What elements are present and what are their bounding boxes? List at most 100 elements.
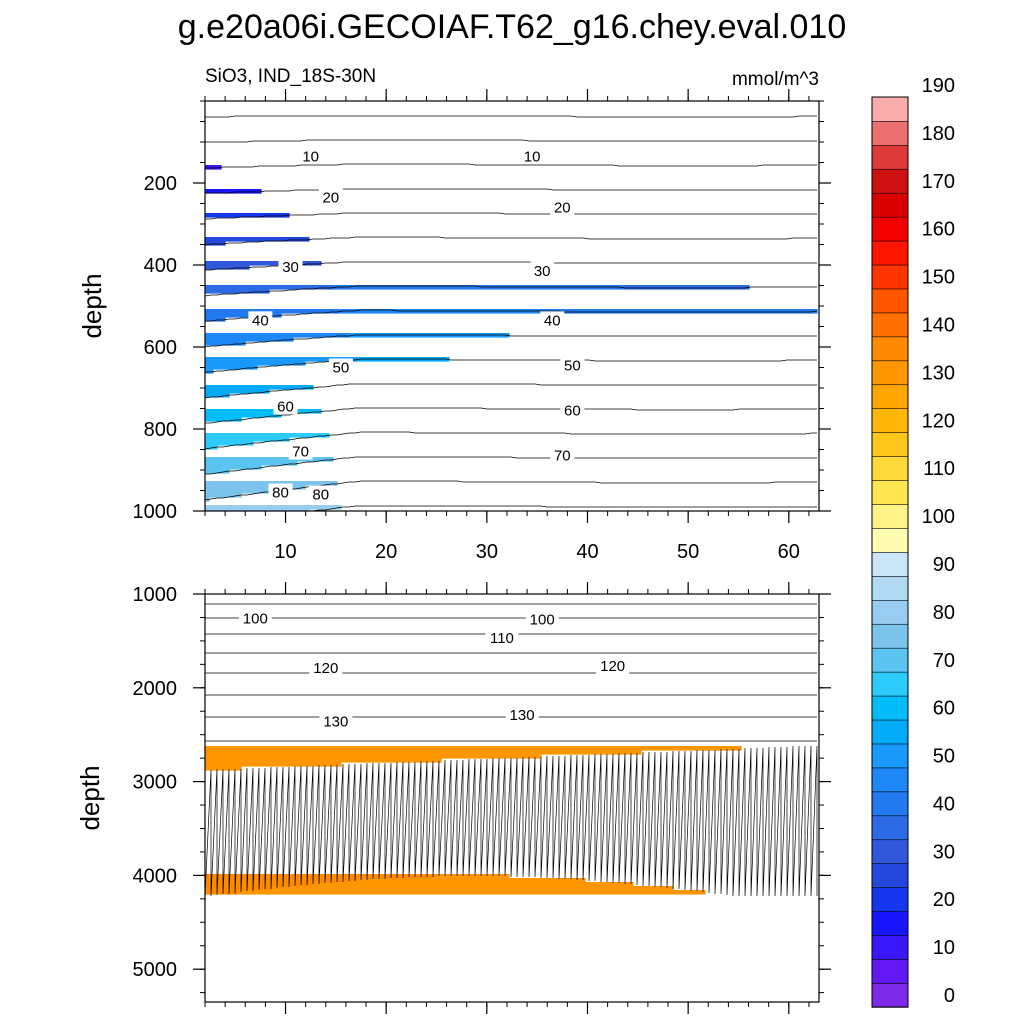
contour-line xyxy=(205,309,818,322)
contour-fill-cell xyxy=(205,309,342,314)
contour-line xyxy=(205,261,817,271)
y-tick-label: 200 xyxy=(144,173,177,195)
colorbar-swatch xyxy=(871,288,909,314)
contour-label-box xyxy=(309,659,343,677)
contour-label: 50 xyxy=(333,360,350,377)
contour-line xyxy=(205,285,817,297)
contour-fill-cell xyxy=(205,489,274,494)
colorbar-label: 130 xyxy=(922,362,955,384)
contour-fill-cell xyxy=(205,361,306,366)
contour-label: 30 xyxy=(534,263,551,280)
contour-label: 20 xyxy=(554,200,571,217)
colorbar-swatch xyxy=(871,120,909,146)
contour-line xyxy=(205,188,817,194)
colorbar-swatch xyxy=(871,192,909,218)
colorbar-swatch xyxy=(871,144,909,170)
x-tick-label: 20 xyxy=(375,541,397,563)
colorbar-label: 30 xyxy=(933,841,955,863)
contour-fill-cell xyxy=(205,762,342,767)
x-tick-label: 10 xyxy=(274,541,296,563)
contour-label: 130 xyxy=(510,707,535,724)
colorbar-label: 20 xyxy=(933,889,955,911)
contour-fill-cell xyxy=(205,754,542,759)
contour-label-box xyxy=(328,358,353,376)
colorbar-swatch xyxy=(871,767,909,793)
contour-line xyxy=(205,407,817,424)
colorbar-label: 0 xyxy=(944,985,955,1007)
contour-fill-cell xyxy=(205,493,242,498)
contour-fill-cell xyxy=(205,189,262,194)
contour-fill-cell xyxy=(205,289,270,294)
y-tick-label: 800 xyxy=(144,419,177,441)
contour-label: 110 xyxy=(490,630,514,647)
colorbar-swatch xyxy=(871,623,909,649)
contour-line xyxy=(205,236,817,246)
colorbar-swatch xyxy=(871,647,909,673)
colorbar-label: 180 xyxy=(922,123,955,145)
y-tick-label: 4000 xyxy=(133,865,178,887)
colorbar-swatch xyxy=(871,575,909,601)
colorbar-swatch xyxy=(871,312,909,338)
contour-label-box xyxy=(550,198,575,216)
contour-line xyxy=(205,383,817,399)
upper-y-axis-label: depth xyxy=(77,273,107,338)
y-tick-label: 600 xyxy=(144,337,177,359)
lower-contour-lines xyxy=(205,603,818,897)
colorbar: 0 10 20 30 40 50 60 70 80 90 100 110 120 130 140 150 160… xyxy=(871,75,955,1008)
colorbar-swatch xyxy=(871,503,909,529)
contour-line xyxy=(205,456,817,475)
colorbar-label: 60 xyxy=(933,698,955,720)
contour-fill-cell xyxy=(237,890,706,895)
colorbar-label: 40 xyxy=(933,793,955,815)
contour-fill-cell xyxy=(625,285,750,290)
contour-line xyxy=(205,212,817,220)
colorbar-swatch xyxy=(871,743,909,769)
colorbar-swatch xyxy=(871,910,909,936)
contour-label: 10 xyxy=(302,148,319,165)
contour-label: 100 xyxy=(243,610,268,627)
contour-label-box xyxy=(505,705,539,723)
colorbar-swatch xyxy=(871,958,909,984)
contour-label-box xyxy=(238,609,272,627)
contour-fill-cell xyxy=(357,878,586,883)
contour-line xyxy=(312,505,817,511)
contour-fill-cell xyxy=(205,746,742,751)
upper-contour-labels: 10 10 20 20 30 30 40 40 50 50 60 60 70 70 80 80 xyxy=(248,147,585,504)
y-tick-label: 3000 xyxy=(133,772,178,794)
contour-label-box xyxy=(560,356,585,374)
colorbar-label: 120 xyxy=(922,410,955,432)
colorbar-label: 50 xyxy=(933,746,955,768)
contour-label-box xyxy=(308,485,333,503)
y-tick-label: 400 xyxy=(144,255,177,277)
contour-fill-cell xyxy=(205,265,250,270)
chart-title: g.e20a06i.GECOIAF.T62_g16.chey.eval.010 xyxy=(178,8,846,46)
contour-fill-cell xyxy=(205,758,442,763)
contour-fill-cell xyxy=(205,365,258,370)
contour-label-box xyxy=(540,311,565,329)
colorbar-label: 10 xyxy=(933,937,955,959)
contour-label: 20 xyxy=(322,189,339,206)
contour-fill-cell xyxy=(205,369,214,374)
contour-fill-cell xyxy=(205,457,334,462)
contour-label: 80 xyxy=(272,485,289,502)
contour-label: 10 xyxy=(524,148,541,165)
colorbar-label: 150 xyxy=(922,267,955,289)
contour-fill-cell xyxy=(205,237,310,242)
contour-label-box xyxy=(288,442,313,460)
x-tick-label: 50 xyxy=(677,541,699,563)
contour-label-box xyxy=(319,712,353,730)
contour-label-box xyxy=(530,262,555,280)
colorbar-swatch xyxy=(871,96,909,122)
contour-label: 60 xyxy=(564,403,581,420)
contour-fill-cell xyxy=(205,485,306,490)
contour-fill-cell xyxy=(205,393,230,398)
contour-label-box xyxy=(560,401,585,419)
contour-fill-cell xyxy=(205,337,294,342)
contour-label: 60 xyxy=(277,398,294,415)
contour-line xyxy=(205,480,817,501)
contour-fill-cell xyxy=(205,313,282,318)
colorbar-swatch xyxy=(871,719,909,745)
contour-label-box xyxy=(596,657,630,675)
contour-fill-cell xyxy=(205,890,238,895)
